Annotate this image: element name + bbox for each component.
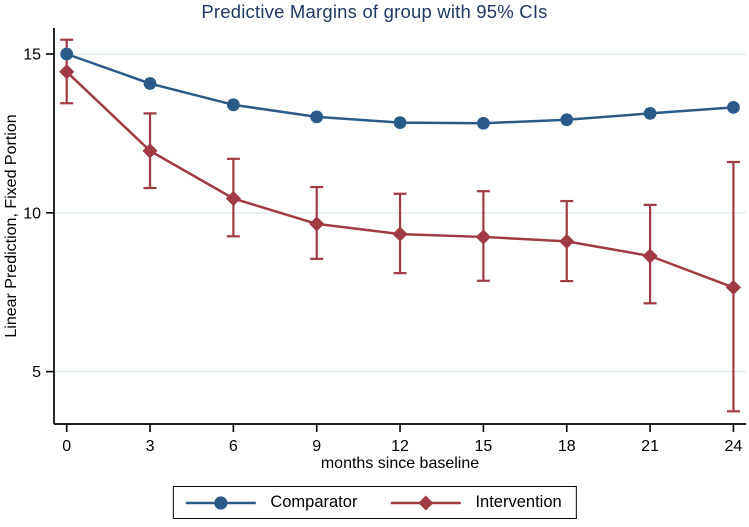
data-layer (59, 38, 742, 413)
marker-intervention (142, 143, 158, 159)
marker-comparator (477, 116, 490, 130)
marker-comparator (727, 100, 740, 114)
marker-intervention (392, 226, 408, 242)
marker-comparator (60, 47, 74, 61)
legend: Comparator Intervention (172, 486, 577, 519)
y-axis-title: Linear Prediction, Fixed Portion (3, 114, 20, 337)
axis-layer: 5 10 15 0 3 6 9 12 15 18 21 24 (23, 28, 746, 455)
y-tick-label: 15 (23, 47, 41, 64)
marker-comparator (643, 106, 657, 120)
marker-comparator (226, 98, 240, 112)
x-tick-label: 18 (558, 438, 576, 455)
plot-area: 5 10 15 0 3 6 9 12 15 18 21 24 Linear Prediction, F… (3, 28, 746, 472)
chart-title: Predictive Margins of group with 95% CIs (201, 1, 548, 22)
x-tick-label: 21 (641, 438, 659, 455)
marker-comparator (560, 113, 574, 127)
marker-intervention (642, 248, 658, 264)
marker-comparator (143, 77, 157, 90)
comparator-line-circle-icon (185, 495, 256, 510)
marker-comparator (393, 116, 407, 130)
x-tick-label: 24 (725, 438, 743, 455)
marker-comparator (310, 110, 324, 124)
legend-label-comparator: Comparator (270, 493, 358, 511)
y-tick-label: 10 (23, 205, 41, 222)
x-tick-label: 3 (146, 438, 155, 455)
marker-intervention (475, 229, 491, 245)
marker-intervention (225, 190, 241, 207)
x-tick-label: 15 (475, 438, 493, 455)
marker-intervention (309, 216, 325, 232)
legend-entry-comparator: Comparator (182, 493, 357, 512)
y-tick-label: 5 (32, 364, 41, 381)
marker-intervention (59, 64, 75, 80)
marker-intervention (725, 279, 742, 296)
x-tick-label: 9 (312, 438, 321, 455)
x-tick-label: 6 (229, 438, 238, 455)
x-tick-label: 0 (62, 438, 71, 455)
legend-label-intervention: Intervention (475, 493, 562, 511)
x-tick-label: 12 (391, 438, 409, 455)
x-axis-title: months since baseline (321, 455, 479, 472)
intervention-line-diamond-icon (390, 495, 461, 510)
legend-entry-intervention: Intervention (387, 493, 562, 512)
series-line-comparator (66, 52, 734, 125)
marker-intervention (559, 233, 575, 249)
